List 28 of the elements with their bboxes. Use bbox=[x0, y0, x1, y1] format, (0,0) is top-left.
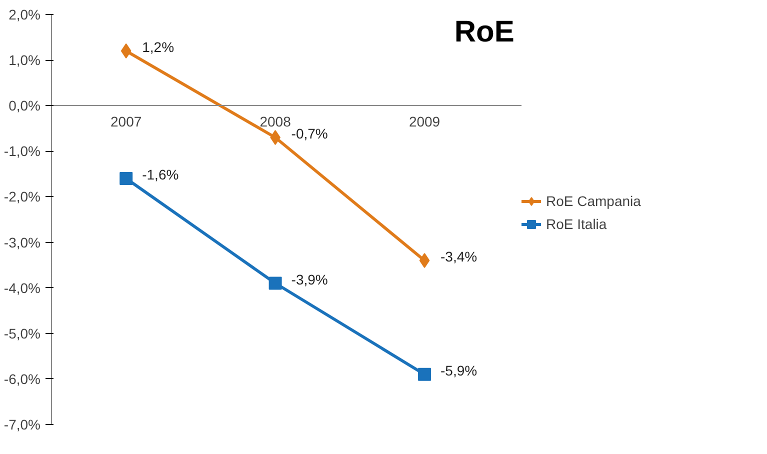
data-label: -1,6% bbox=[142, 166, 179, 182]
data-label: -3,4% bbox=[440, 248, 478, 264]
legend-label: RoE Italia bbox=[546, 216, 607, 232]
point bbox=[120, 43, 132, 58]
point bbox=[120, 172, 133, 185]
chart-title: RoE bbox=[454, 16, 514, 49]
data-label: -3,9% bbox=[291, 271, 328, 288]
point bbox=[270, 130, 280, 145]
data-label: -0,7% bbox=[291, 126, 328, 142]
y-tick-label: -7,0% bbox=[4, 416, 41, 432]
y-tick-label: -2,0% bbox=[4, 188, 41, 205]
y-tick-label: 2,0% bbox=[8, 6, 41, 22]
x-tick-label: 2009 bbox=[408, 114, 440, 130]
y-tick-label: 1,0% bbox=[8, 52, 41, 68]
y-tick-label: 0,0% bbox=[8, 98, 41, 114]
point bbox=[268, 276, 282, 290]
point bbox=[418, 368, 432, 381]
x-tick-label: 2008 bbox=[260, 114, 292, 130]
legend-label: RoE Campania bbox=[546, 193, 641, 209]
y-tick-label: -6,0% bbox=[4, 370, 41, 387]
data-label: -5,9% bbox=[440, 362, 478, 378]
y-tick-label: -3,0% bbox=[4, 234, 41, 250]
y-tick-label: -5,0% bbox=[4, 325, 41, 342]
point bbox=[419, 253, 430, 268]
y-tick-label: -4,0% bbox=[4, 280, 41, 296]
y-tick-label: -1,0% bbox=[4, 143, 41, 160]
data-label: 1,2% bbox=[142, 38, 174, 55]
x-tick-label: 2007 bbox=[110, 114, 142, 130]
